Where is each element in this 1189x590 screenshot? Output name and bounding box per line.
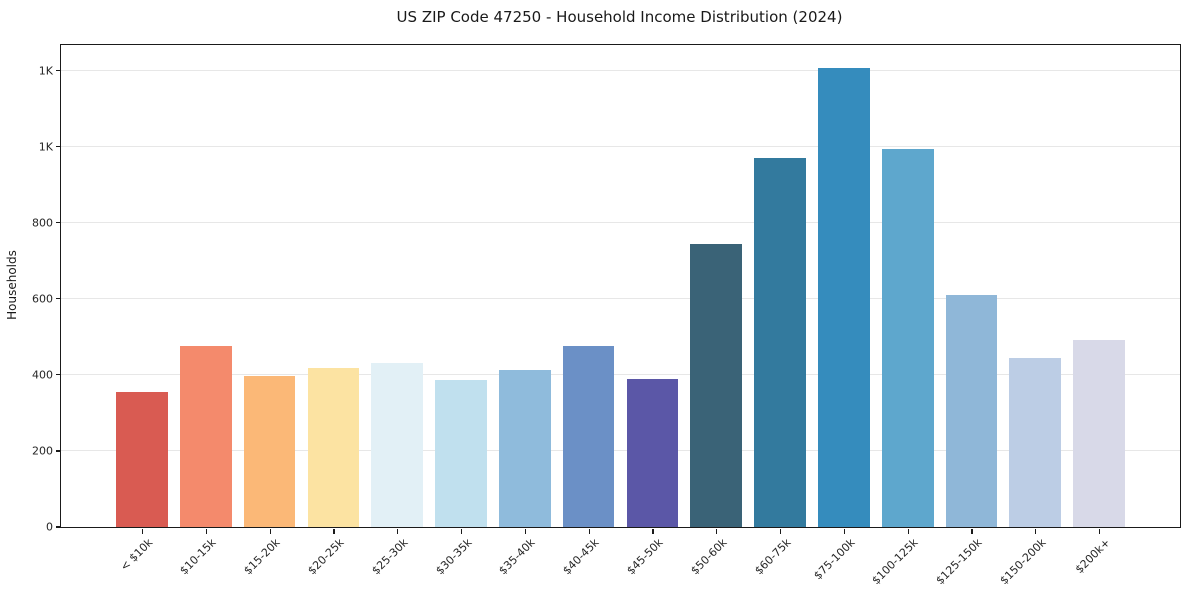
bar-$150-200k	[1009, 358, 1062, 527]
bar-$35-40k	[498, 370, 551, 527]
bar-slot-5: $30-35k	[429, 45, 493, 577]
y-tick-label-400: 400	[32, 368, 53, 382]
bar-$40-45k	[562, 345, 615, 527]
x-tick-mark-2	[269, 528, 271, 534]
x-tick-mark-4	[397, 528, 399, 534]
bar-$45-50k	[626, 378, 679, 527]
bar-$20-25k	[307, 368, 360, 527]
x-tick-mark-12	[907, 528, 909, 534]
x-tick-label-10: $60-75k	[751, 536, 794, 578]
x-tick-mark-0	[141, 528, 144, 534]
x-tick-label-7: $40-45k	[560, 536, 602, 578]
gridline-1200	[61, 69, 1180, 71]
x-tick-mark-1	[205, 528, 207, 534]
gridline-800	[61, 221, 1180, 223]
x-tick-label-0: < $10k	[117, 536, 156, 574]
x-tick-label-9: $50-60k	[688, 536, 730, 578]
x-tick-label-6: $35-40k	[496, 536, 538, 578]
y-tick-mark-400	[56, 374, 61, 376]
x-tick-mark-14	[1035, 528, 1037, 534]
bar-slot-15: $200k+	[1067, 45, 1131, 576]
y-tick-mark-600	[56, 298, 61, 300]
x-tick-mark-3	[333, 528, 335, 534]
bar-$15-20k	[243, 375, 296, 527]
bar-slot-14: $150-200k	[997, 45, 1067, 587]
x-tick-mark-11	[843, 528, 846, 534]
x-tick-mark-5	[460, 528, 463, 534]
bar-slot-0: < $10k	[110, 45, 174, 574]
bar-$50-60k	[690, 244, 743, 527]
bar-slot-9: $50-60k	[684, 45, 748, 577]
x-tick-label-1: $10-15k	[177, 536, 219, 578]
bar-slot-6: $35-40k	[493, 45, 557, 577]
x-tick-label-3: $20-25k	[305, 536, 347, 578]
bar-slot-3: $20-25k	[301, 45, 365, 577]
bar-$30-35k	[435, 380, 487, 527]
x-tick-label-13: $125-150k	[933, 536, 985, 588]
bar-slot-8: $45-50k	[621, 45, 685, 577]
y-tick-label-0: 0	[46, 520, 53, 534]
bar-slot-13: $125-150k	[934, 45, 1004, 587]
y-tick-mark-800	[56, 222, 61, 224]
x-tick-mark-8	[652, 528, 654, 534]
y-tick-label-200: 200	[32, 444, 53, 458]
bar-slot-4: $25-30k	[365, 45, 429, 577]
bar-< $10k	[116, 392, 168, 527]
y-tick-mark-200	[56, 450, 61, 452]
x-tick-label-12: $100-125k	[869, 536, 921, 588]
x-tick-label-2: $15-20k	[241, 536, 283, 578]
x-tick-label-4: $25-30k	[369, 536, 411, 578]
bar-slot-12: $100-125k	[870, 45, 940, 587]
y-tick-label-1200: 1K	[38, 64, 53, 77]
x-tick-mark-10	[780, 528, 782, 534]
x-tick-label-8: $45-50k	[624, 536, 666, 578]
gridline-400	[61, 373, 1180, 375]
bar-slot-10: $60-75k	[748, 45, 812, 577]
y-tick-label-600: 600	[32, 292, 53, 306]
bar-$200k+	[1073, 339, 1125, 527]
bar-$75-100k	[818, 68, 870, 527]
x-tick-label-5: $30-35k	[432, 536, 475, 578]
plot-area: 0 200 400 600 800 1K 1K < $10k $10-15k $15-20k $2…	[32, 44, 1181, 587]
bar-slot-2: $15-20k	[238, 45, 302, 577]
bar-slot-11: $75-100k	[811, 45, 876, 582]
x-tick-mark-15	[1099, 528, 1101, 534]
x-tick-label-14: $150-200k	[997, 536, 1049, 588]
gridline-600	[61, 297, 1180, 299]
y-tick-label-1000: 1K	[38, 140, 53, 154]
x-tick-mark-9	[716, 528, 718, 534]
bars: < $10k $10-15k $15-20k $20-25k $25-30k $30-35…	[61, 45, 1180, 587]
bar-slot-7: $40-45k	[557, 45, 621, 577]
gridline-1000	[61, 145, 1180, 147]
bar-$25-30k	[371, 363, 423, 527]
bar-$10-15k	[179, 346, 232, 527]
bar-$125-150k	[945, 294, 998, 527]
x-tick-mark-13	[971, 528, 973, 534]
x-tick-mark-6	[524, 528, 526, 534]
y-tick-label-800: 800	[32, 216, 53, 230]
y-tick-mark-0	[56, 526, 61, 528]
bar-$100-125k	[881, 149, 934, 527]
y-tick-mark-1200	[56, 69, 61, 72]
x-tick-label-11: $75-100k	[810, 536, 858, 583]
y-axis-label: Households	[5, 250, 20, 320]
y-axis-label-wrap: Households	[0, 44, 24, 526]
bar-$60-75k	[754, 158, 806, 527]
y-tick-mark-1000	[56, 146, 61, 148]
x-tick-label-15: $200k+	[1072, 536, 1113, 577]
gridline-200	[61, 449, 1180, 451]
x-tick-mark-7	[588, 528, 590, 534]
chart-title: US ZIP Code 47250 - Household Income Dis…	[396, 8, 843, 26]
bar-slot-1: $10-15k	[174, 45, 238, 577]
